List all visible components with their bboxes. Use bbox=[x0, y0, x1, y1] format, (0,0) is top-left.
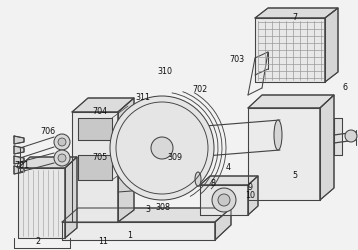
Text: 6: 6 bbox=[343, 84, 348, 92]
Polygon shape bbox=[65, 157, 77, 238]
Text: 311: 311 bbox=[135, 94, 150, 102]
Polygon shape bbox=[255, 18, 325, 82]
Polygon shape bbox=[255, 8, 338, 18]
Polygon shape bbox=[334, 118, 342, 155]
Text: 11: 11 bbox=[98, 238, 108, 246]
Polygon shape bbox=[215, 208, 231, 240]
Text: 309: 309 bbox=[168, 154, 183, 162]
Polygon shape bbox=[78, 155, 112, 180]
Circle shape bbox=[218, 194, 230, 206]
Circle shape bbox=[54, 134, 70, 150]
Text: 706: 706 bbox=[40, 128, 55, 136]
Circle shape bbox=[151, 137, 173, 159]
Polygon shape bbox=[248, 95, 334, 108]
Text: 702: 702 bbox=[192, 86, 208, 94]
Polygon shape bbox=[200, 185, 248, 215]
Text: 4: 4 bbox=[226, 164, 231, 172]
Text: 1: 1 bbox=[127, 232, 132, 240]
Polygon shape bbox=[118, 98, 134, 222]
Polygon shape bbox=[14, 146, 24, 154]
Polygon shape bbox=[320, 95, 334, 200]
Text: 703: 703 bbox=[229, 56, 245, 64]
Text: 705: 705 bbox=[92, 154, 108, 162]
Polygon shape bbox=[14, 166, 24, 174]
Text: 2: 2 bbox=[35, 238, 40, 246]
Polygon shape bbox=[18, 157, 77, 168]
Circle shape bbox=[54, 150, 70, 166]
Polygon shape bbox=[18, 168, 65, 238]
Text: 701: 701 bbox=[14, 160, 30, 170]
Polygon shape bbox=[248, 176, 258, 215]
Text: 3: 3 bbox=[145, 206, 150, 214]
Circle shape bbox=[58, 154, 66, 162]
Text: 7: 7 bbox=[292, 14, 297, 22]
Circle shape bbox=[345, 130, 357, 142]
Circle shape bbox=[110, 96, 214, 200]
Polygon shape bbox=[14, 156, 24, 164]
Polygon shape bbox=[62, 208, 231, 222]
Text: 9: 9 bbox=[247, 184, 252, 192]
Polygon shape bbox=[200, 176, 258, 185]
Polygon shape bbox=[78, 118, 112, 140]
Polygon shape bbox=[248, 108, 320, 200]
Polygon shape bbox=[72, 112, 118, 222]
Text: 704: 704 bbox=[92, 108, 107, 116]
Polygon shape bbox=[62, 222, 215, 240]
Polygon shape bbox=[14, 136, 24, 144]
Text: 308: 308 bbox=[155, 204, 170, 212]
Circle shape bbox=[58, 138, 66, 146]
Polygon shape bbox=[325, 8, 338, 82]
Text: 10: 10 bbox=[245, 192, 255, 200]
Text: 310: 310 bbox=[158, 68, 173, 76]
Ellipse shape bbox=[195, 172, 201, 186]
Polygon shape bbox=[72, 98, 134, 112]
Circle shape bbox=[212, 188, 236, 212]
Ellipse shape bbox=[274, 120, 282, 150]
Text: 5: 5 bbox=[292, 170, 297, 179]
Text: 8: 8 bbox=[211, 178, 216, 188]
